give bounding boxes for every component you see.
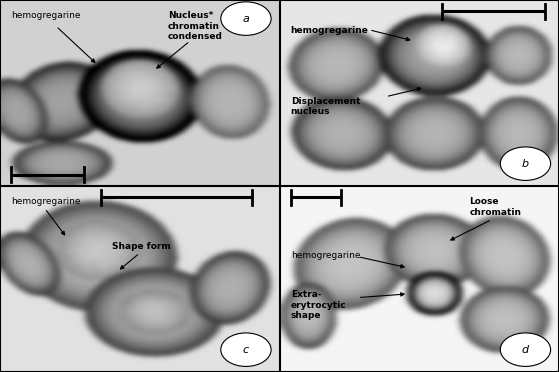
Circle shape [221, 333, 271, 366]
Text: Nucleus*
chromatin
condensed: Nucleus* chromatin condensed [168, 11, 222, 41]
Text: hemogregarine: hemogregarine [291, 26, 368, 35]
Text: c: c [243, 345, 249, 355]
Text: a: a [243, 14, 249, 23]
Text: Shape form: Shape form [112, 242, 170, 251]
Text: hemogregarine: hemogregarine [11, 11, 80, 20]
Text: Loose
chromatin: Loose chromatin [470, 197, 522, 217]
Text: Displacement
nucleus: Displacement nucleus [291, 97, 360, 116]
Text: d: d [522, 345, 529, 355]
Text: b: b [522, 159, 529, 169]
Circle shape [221, 2, 271, 35]
Circle shape [500, 333, 551, 366]
Text: hemogregarine: hemogregarine [291, 251, 360, 260]
Text: Extra-
erytrocytic
shape: Extra- erytrocytic shape [291, 290, 347, 320]
Circle shape [500, 147, 551, 180]
Text: hemogregarine: hemogregarine [11, 197, 80, 206]
